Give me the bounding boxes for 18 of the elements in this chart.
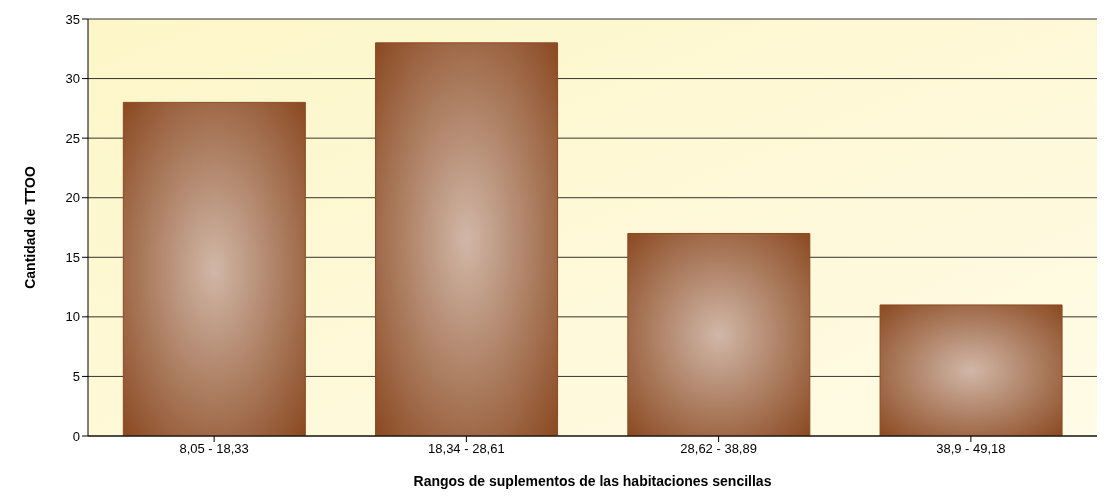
y-tick-label: 30 bbox=[65, 71, 80, 87]
x-tick-label: 18,34 - 28,61 bbox=[428, 441, 505, 457]
bar bbox=[879, 304, 1063, 436]
y-tick-label: 0 bbox=[72, 428, 80, 444]
y-axis-title: Cantidad de TTOO bbox=[21, 166, 38, 289]
y-tick-label: 35 bbox=[65, 11, 80, 27]
y-tick-label: 25 bbox=[65, 130, 80, 146]
x-tick-label: 28,62 - 38,89 bbox=[680, 441, 757, 457]
x-axis-title: Rangos de suplementos de las habitaciones sencillas bbox=[413, 473, 772, 489]
x-tick-label: 8,05 - 18,33 bbox=[179, 441, 249, 457]
y-tick-label: 10 bbox=[65, 309, 80, 325]
y-tick-label: 20 bbox=[65, 190, 80, 206]
bar bbox=[627, 232, 811, 436]
y-tick-label: 5 bbox=[72, 369, 80, 385]
bar bbox=[122, 101, 306, 436]
x-tick-label: 38,9 - 49,18 bbox=[936, 441, 1006, 457]
bar bbox=[375, 42, 559, 436]
y-tick-label: 15 bbox=[65, 249, 80, 265]
